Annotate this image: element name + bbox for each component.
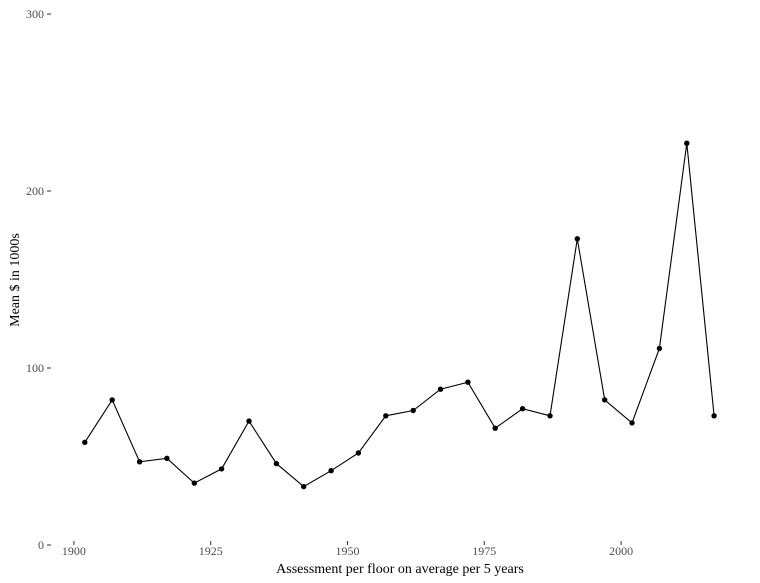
- x-tick-label: 2000: [609, 544, 633, 558]
- series-line: [84, 143, 715, 488]
- y-tick-label: 0: [38, 538, 44, 552]
- data-point: [109, 397, 115, 403]
- data-point: [383, 413, 389, 419]
- data-point: [465, 379, 471, 385]
- data-point: [711, 413, 717, 419]
- data-point: [191, 480, 197, 486]
- data-point: [684, 140, 690, 146]
- y-axis: 0 100 200 300: [26, 7, 51, 552]
- y-tick-label: 300: [26, 7, 44, 21]
- data-point: [218, 466, 225, 472]
- data-point: [246, 418, 252, 424]
- y-tick-label: 200: [26, 184, 44, 198]
- data-point: [410, 407, 416, 414]
- x-tick-label: 1900: [62, 544, 86, 558]
- x-tick-label: 1925: [199, 544, 223, 558]
- x-axis: 1900 1925 1950 1975 2000: [62, 541, 633, 558]
- data-point: [328, 468, 334, 474]
- data-point: [656, 345, 663, 352]
- data-point: [273, 460, 280, 467]
- data-point: [492, 425, 498, 431]
- data-point: [519, 406, 526, 412]
- y-axis-title: Mean $ in 1000s: [8, 233, 23, 327]
- data-point: [136, 459, 143, 465]
- data-point: [164, 455, 170, 461]
- data-point: [301, 483, 307, 490]
- data-point: [82, 439, 88, 445]
- plot-area: [82, 140, 717, 490]
- data-point: [547, 413, 553, 419]
- x-axis-title: Assessment per floor on average per 5 ye…: [276, 562, 524, 577]
- data-point: [355, 450, 362, 456]
- x-tick-label: 1975: [472, 544, 496, 558]
- data-point: [629, 420, 635, 426]
- x-tick-label: 1950: [335, 544, 359, 558]
- data-point: [437, 386, 444, 392]
- data-point: [602, 397, 608, 403]
- y-tick-label: 100: [26, 361, 44, 375]
- data-point: [574, 236, 580, 242]
